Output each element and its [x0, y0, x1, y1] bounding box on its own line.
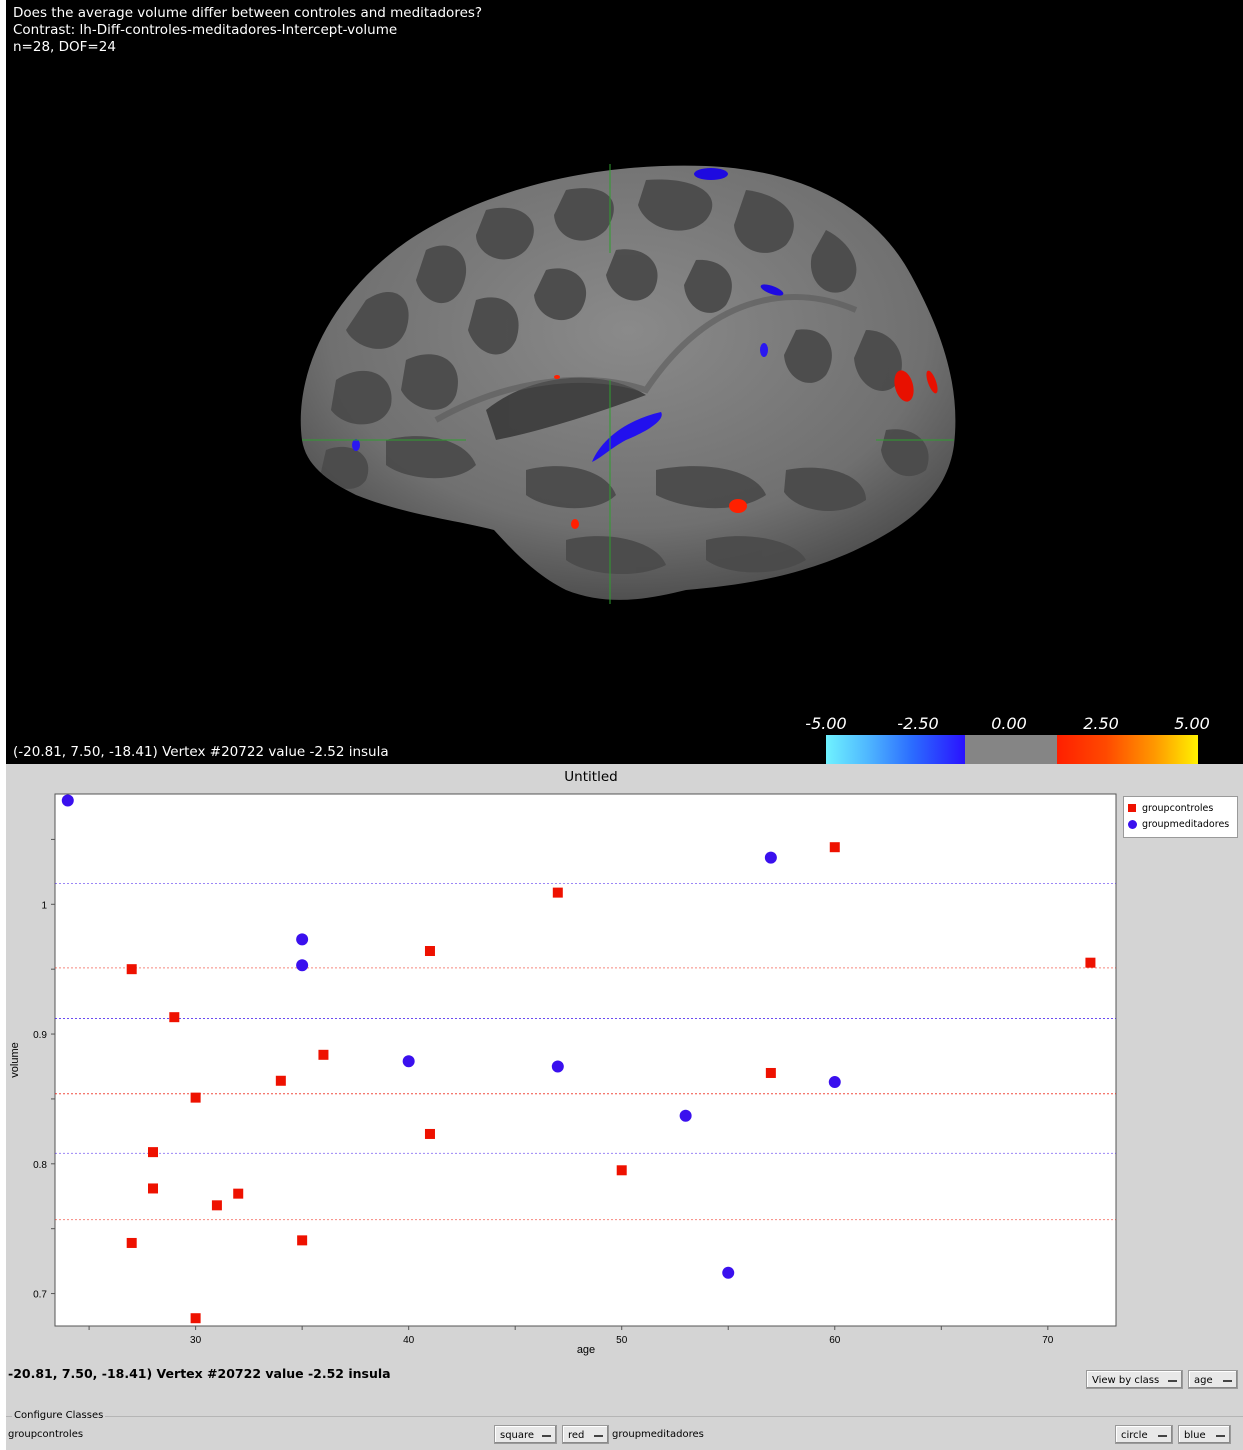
point-groupmeditadores[interactable]	[722, 1266, 735, 1279]
circle-marker-icon	[1128, 819, 1137, 829]
point-groupcontroles[interactable]	[190, 1313, 201, 1324]
x-axis-ticks: 30 40 50 60 70	[88, 1326, 1054, 1346]
point-groupmeditadores[interactable]	[764, 851, 777, 864]
point-groupcontroles[interactable]	[829, 842, 840, 853]
configure-classes-divider	[6, 1416, 1243, 1417]
plot-window: Untitled 30 40 50 60 70 0.7 0.8 0.9 1 age volum…	[6, 764, 1243, 1450]
colorbar-zero	[965, 735, 1057, 764]
chevron-down-icon	[1168, 1380, 1177, 1382]
point-groupmeditadores[interactable]	[828, 1076, 841, 1089]
shape-label: square	[500, 1430, 535, 1441]
y-tick-label: 0.7	[33, 1290, 47, 1301]
x-axis-label: age	[577, 1344, 595, 1356]
y-tick-label: 0.9	[33, 1030, 47, 1041]
point-groupmeditadores[interactable]	[551, 1060, 564, 1073]
chevron-down-icon	[1158, 1435, 1167, 1437]
colorbar-positive	[1057, 735, 1198, 764]
contrast-label: Contrast: lh-Diff-controles-meditadores-…	[13, 22, 398, 38]
class2-color-select[interactable]: blue	[1178, 1425, 1231, 1444]
class2-shape-select[interactable]: circle	[1115, 1425, 1173, 1444]
brain-surface	[300, 165, 956, 600]
point-groupcontroles[interactable]	[275, 1075, 286, 1086]
plot-area	[54, 793, 1117, 1327]
point-groupcontroles[interactable]	[616, 1165, 627, 1176]
x-variable-label: age	[1194, 1375, 1213, 1386]
point-groupcontroles[interactable]	[424, 1128, 435, 1139]
plot-legend: groupcontroles groupmeditadores	[1123, 796, 1238, 838]
x-tick-label: 40	[403, 1335, 415, 1346]
y-axis-ticks: 0.7 0.8 0.9 1	[33, 838, 55, 1301]
vertex-info: (-20.81, 7.50, -18.41) Vertex #20722 val…	[13, 744, 389, 760]
legend-label: groupmeditadores	[1142, 818, 1230, 830]
point-groupmeditadores[interactable]	[402, 1055, 415, 1068]
point-groupcontroles[interactable]	[169, 1012, 180, 1023]
point-groupmeditadores[interactable]	[296, 959, 309, 972]
legend-label: groupcontroles	[1142, 802, 1214, 814]
cursor-crosshair	[302, 164, 954, 604]
scatter-plot[interactable]: 30 40 50 60 70 0.7 0.8 0.9 1 age volume	[6, 764, 1243, 1364]
point-groupcontroles[interactable]	[148, 1147, 159, 1158]
point-groupcontroles[interactable]	[1085, 957, 1096, 968]
x-tick-label: 50	[616, 1335, 628, 1346]
colorbar	[826, 735, 1198, 764]
color-label: blue	[1184, 1430, 1206, 1441]
class1-shape-select[interactable]: square	[494, 1425, 557, 1444]
colorbar-tick: 0.00	[991, 714, 1027, 733]
colorbar-tick: 2.50	[1083, 714, 1119, 733]
plot-title: Untitled	[564, 769, 618, 785]
viewer-title: Does the average volume differ between c…	[13, 5, 483, 21]
chevron-down-icon	[1223, 1380, 1232, 1382]
class-name-groupcontroles: groupcontroles	[8, 1429, 84, 1440]
point-groupmeditadores[interactable]	[296, 933, 309, 946]
point-groupcontroles[interactable]	[552, 887, 563, 898]
point-groupcontroles[interactable]	[318, 1049, 329, 1060]
square-marker-icon	[1128, 804, 1136, 812]
view-by-class-label: View by class	[1092, 1375, 1160, 1386]
point-groupcontroles[interactable]	[190, 1092, 201, 1103]
brain-render[interactable]	[6, 0, 1243, 764]
point-groupcontroles[interactable]	[126, 1237, 137, 1248]
x-tick-label: 70	[1042, 1335, 1054, 1346]
x-tick-label: 30	[190, 1335, 202, 1346]
group-mean-lines	[55, 883, 1116, 1221]
point-groupcontroles[interactable]	[148, 1183, 159, 1194]
point-groupcontroles[interactable]	[126, 964, 137, 975]
y-tick-label: 0.8	[33, 1160, 47, 1171]
x-variable-select[interactable]: age	[1188, 1370, 1238, 1389]
chevron-down-icon	[1216, 1435, 1225, 1437]
point-groupcontroles[interactable]	[424, 946, 435, 957]
x-tick-label: 60	[829, 1335, 841, 1346]
activation-clusters	[352, 168, 938, 529]
chevron-down-icon	[594, 1435, 603, 1437]
y-axis-label: volume	[9, 1042, 21, 1077]
point-groupmeditadores[interactable]	[679, 1109, 692, 1122]
point-groupcontroles[interactable]	[765, 1067, 776, 1078]
colorbar-negative	[826, 735, 965, 764]
y-tick-label: 1	[41, 900, 47, 911]
surface-viewer[interactable]: Does the average volume differ between c…	[6, 0, 1243, 764]
point-groupmeditadores[interactable]	[61, 794, 74, 807]
color-label: red	[568, 1430, 585, 1441]
configure-classes-label: Configure Classes	[12, 1410, 106, 1421]
view-by-class-button[interactable]: View by class	[1086, 1370, 1183, 1389]
colorbar-tick: -2.50	[897, 714, 939, 733]
shape-label: circle	[1121, 1430, 1148, 1441]
legend-item-groupmeditadores: groupmeditadores	[1128, 818, 1229, 830]
point-groupcontroles[interactable]	[211, 1200, 222, 1211]
plot-status: -20.81, 7.50, -18.41) Vertex #20722 valu…	[8, 1366, 391, 1381]
colorbar-tick: 5.00	[1174, 714, 1210, 733]
data-points	[61, 794, 1096, 1324]
chevron-down-icon	[542, 1435, 551, 1437]
class1-color-select[interactable]: red	[562, 1425, 609, 1444]
legend-item-groupcontroles: groupcontroles	[1128, 802, 1213, 814]
class-name-groupmeditadores: groupmeditadores	[612, 1429, 704, 1440]
colorbar-tick: -5.00	[805, 714, 847, 733]
point-groupcontroles[interactable]	[297, 1235, 308, 1246]
point-groupcontroles[interactable]	[233, 1188, 244, 1199]
dof-label: n=28, DOF=24	[13, 39, 116, 55]
